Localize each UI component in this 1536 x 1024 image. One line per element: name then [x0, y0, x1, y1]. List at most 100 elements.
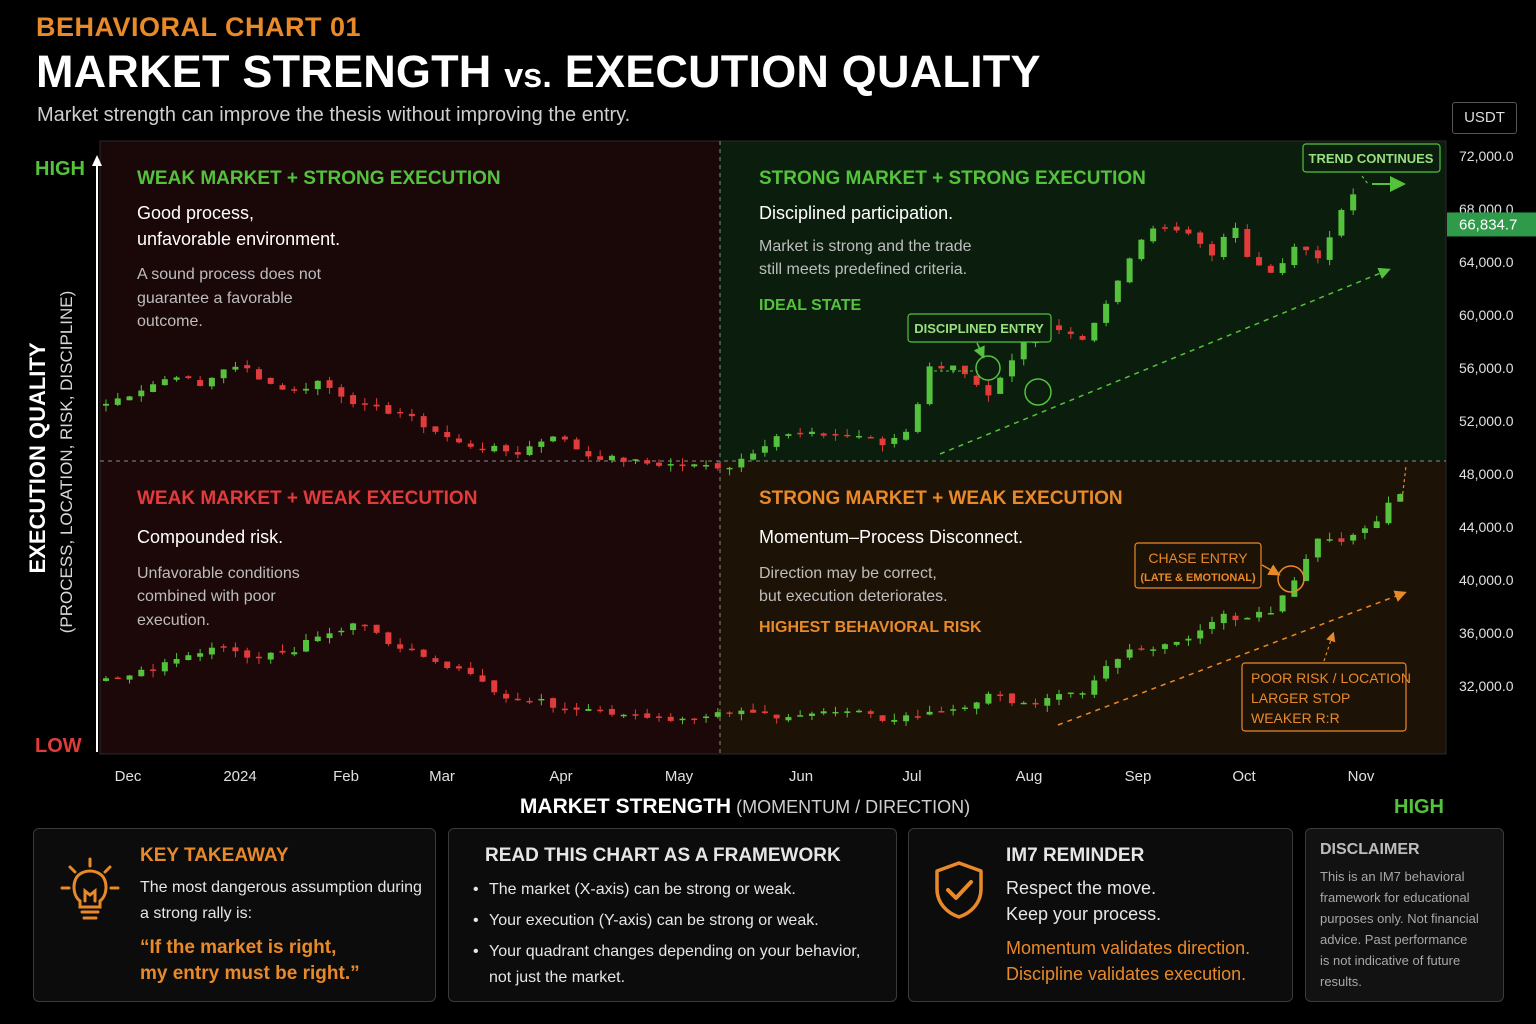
- candle-body: [785, 717, 792, 721]
- candle-body: [350, 395, 357, 405]
- candle-body: [503, 445, 510, 452]
- candle-body: [985, 385, 992, 396]
- key-takeaway-quote-1: “If the market is right,: [140, 937, 337, 958]
- candle-body: [503, 693, 510, 699]
- chase-entry-marker: [1277, 565, 1305, 593]
- candle-body: [114, 398, 121, 405]
- candle-body: [667, 464, 674, 466]
- candle-body: [126, 675, 133, 680]
- candle-body: [314, 380, 321, 390]
- candle-body: [114, 677, 121, 680]
- reminder-line-2: Keep your process.: [1006, 904, 1162, 924]
- chase-entry-box: [1134, 542, 1262, 589]
- disclaimer-line-4: advice. Past performance: [1320, 932, 1468, 947]
- candle-body: [432, 658, 439, 662]
- candle-body: [585, 709, 592, 711]
- candle-body: [973, 375, 980, 385]
- candle-body: [620, 457, 627, 462]
- x-axis: Dec 2024 Feb Mar Apr May Jun Jul Aug Sep Oct Nov: [115, 768, 1375, 785]
- candle-body: [597, 456, 604, 460]
- candle-body: [655, 462, 662, 466]
- title-part-2: EXECUTION QUALITY: [552, 46, 1041, 97]
- candle-body: [1020, 341, 1027, 360]
- candle-body: [420, 649, 427, 657]
- candle-body: [856, 710, 863, 713]
- candle-body: [1326, 237, 1333, 260]
- candle-body: [832, 711, 839, 714]
- candle-body: [1173, 226, 1180, 231]
- trend-continues-box: [1302, 143, 1441, 173]
- candle-body: [1350, 194, 1357, 211]
- chase-entry-label: CHASE ENTRY: [1148, 550, 1248, 566]
- candle-body: [1350, 534, 1357, 541]
- candle-body: [1008, 693, 1015, 704]
- candle-body: [467, 443, 474, 447]
- candle-body: [1126, 649, 1133, 658]
- current-price-tag: [1447, 212, 1536, 237]
- disciplined-entry-marker-1: [975, 355, 1001, 381]
- candle-body: [1103, 303, 1110, 323]
- candle-body: [303, 639, 310, 652]
- candle-body: [644, 713, 651, 718]
- candle-body: [550, 436, 557, 442]
- candles-lower-series: [103, 493, 1404, 727]
- candle-body: [1397, 494, 1404, 502]
- disciplined-entry-label: DISCIPLINED ENTRY: [914, 321, 1044, 336]
- reminder-line-4: Discipline validates execution.: [1006, 964, 1247, 984]
- x-tick-label: Mar: [429, 768, 455, 785]
- poor-risk-label-2: LARGER STOP: [1251, 690, 1350, 706]
- candle-body: [514, 698, 521, 701]
- candle-body: [444, 661, 451, 669]
- candle-body: [350, 623, 357, 631]
- candle-body: [1232, 227, 1239, 238]
- candle-body: [455, 438, 462, 443]
- candle-body: [997, 377, 1004, 394]
- candle-body: [1256, 611, 1263, 618]
- framework-bullet-3-b: not just the market.: [489, 969, 626, 986]
- candle-body: [950, 709, 957, 711]
- quadrant-bottom-left-body-2: combined with poor: [137, 588, 276, 605]
- quadrant-top-right-body-1: Market is strong and the trade: [759, 238, 972, 255]
- price-tick-label: 40,000.0: [1459, 572, 1514, 588]
- candle-body: [185, 376, 192, 379]
- candle-body: [538, 441, 545, 447]
- candle-body: [820, 433, 827, 436]
- chart-kicker: BEHAVIORAL CHART 01: [36, 12, 362, 42]
- candle-body: [938, 366, 945, 369]
- candle-body: [279, 650, 286, 653]
- candle-body: [1314, 250, 1321, 259]
- quadrant-bottom-left-body-3: execution.: [137, 612, 210, 629]
- candle-body: [1161, 227, 1168, 229]
- candle-body: [291, 389, 298, 391]
- candle-body: [138, 669, 145, 677]
- candle-body: [973, 702, 980, 709]
- key-takeaway-card: KEY TAKEAWAY The most dangerous assumpti…: [33, 828, 436, 1002]
- x-tick-label: May: [665, 768, 694, 785]
- framework-title: READ THIS CHART AS A FRAMEWORK: [485, 845, 841, 866]
- candle-body: [844, 434, 851, 437]
- currency-badge[interactable]: USDT: [1452, 102, 1517, 134]
- candle-body: [173, 659, 180, 664]
- candle-body: [303, 388, 310, 391]
- candle-body: [761, 446, 768, 453]
- framework-bullet-3: Your quadrant changes depending on your …: [473, 939, 860, 991]
- candle-body: [1091, 680, 1098, 695]
- quadrant-top-right-tag: IDEAL STATE: [759, 297, 862, 314]
- candle-body: [373, 404, 380, 407]
- framework-card: READ THIS CHART AS A FRAMEWORK The marke…: [448, 828, 897, 1002]
- candle-body: [679, 718, 686, 721]
- candle-body: [1220, 236, 1227, 258]
- candle-body: [1303, 246, 1310, 251]
- candle-body: [1338, 538, 1345, 542]
- candle-body: [597, 709, 604, 712]
- candle-body: [691, 718, 698, 721]
- candle-body: [197, 653, 204, 657]
- quadrant-top-left-body-2: guarantee a favorable: [137, 290, 293, 307]
- price-tick-label: 36,000.0: [1459, 625, 1514, 641]
- candle-body: [1008, 360, 1015, 377]
- candle-body: [808, 713, 815, 716]
- candle-body: [703, 465, 710, 467]
- quadrant-top-right-headline-1: Disciplined participation.: [759, 203, 953, 223]
- candle-body: [1267, 265, 1274, 273]
- candle-body: [1138, 648, 1145, 650]
